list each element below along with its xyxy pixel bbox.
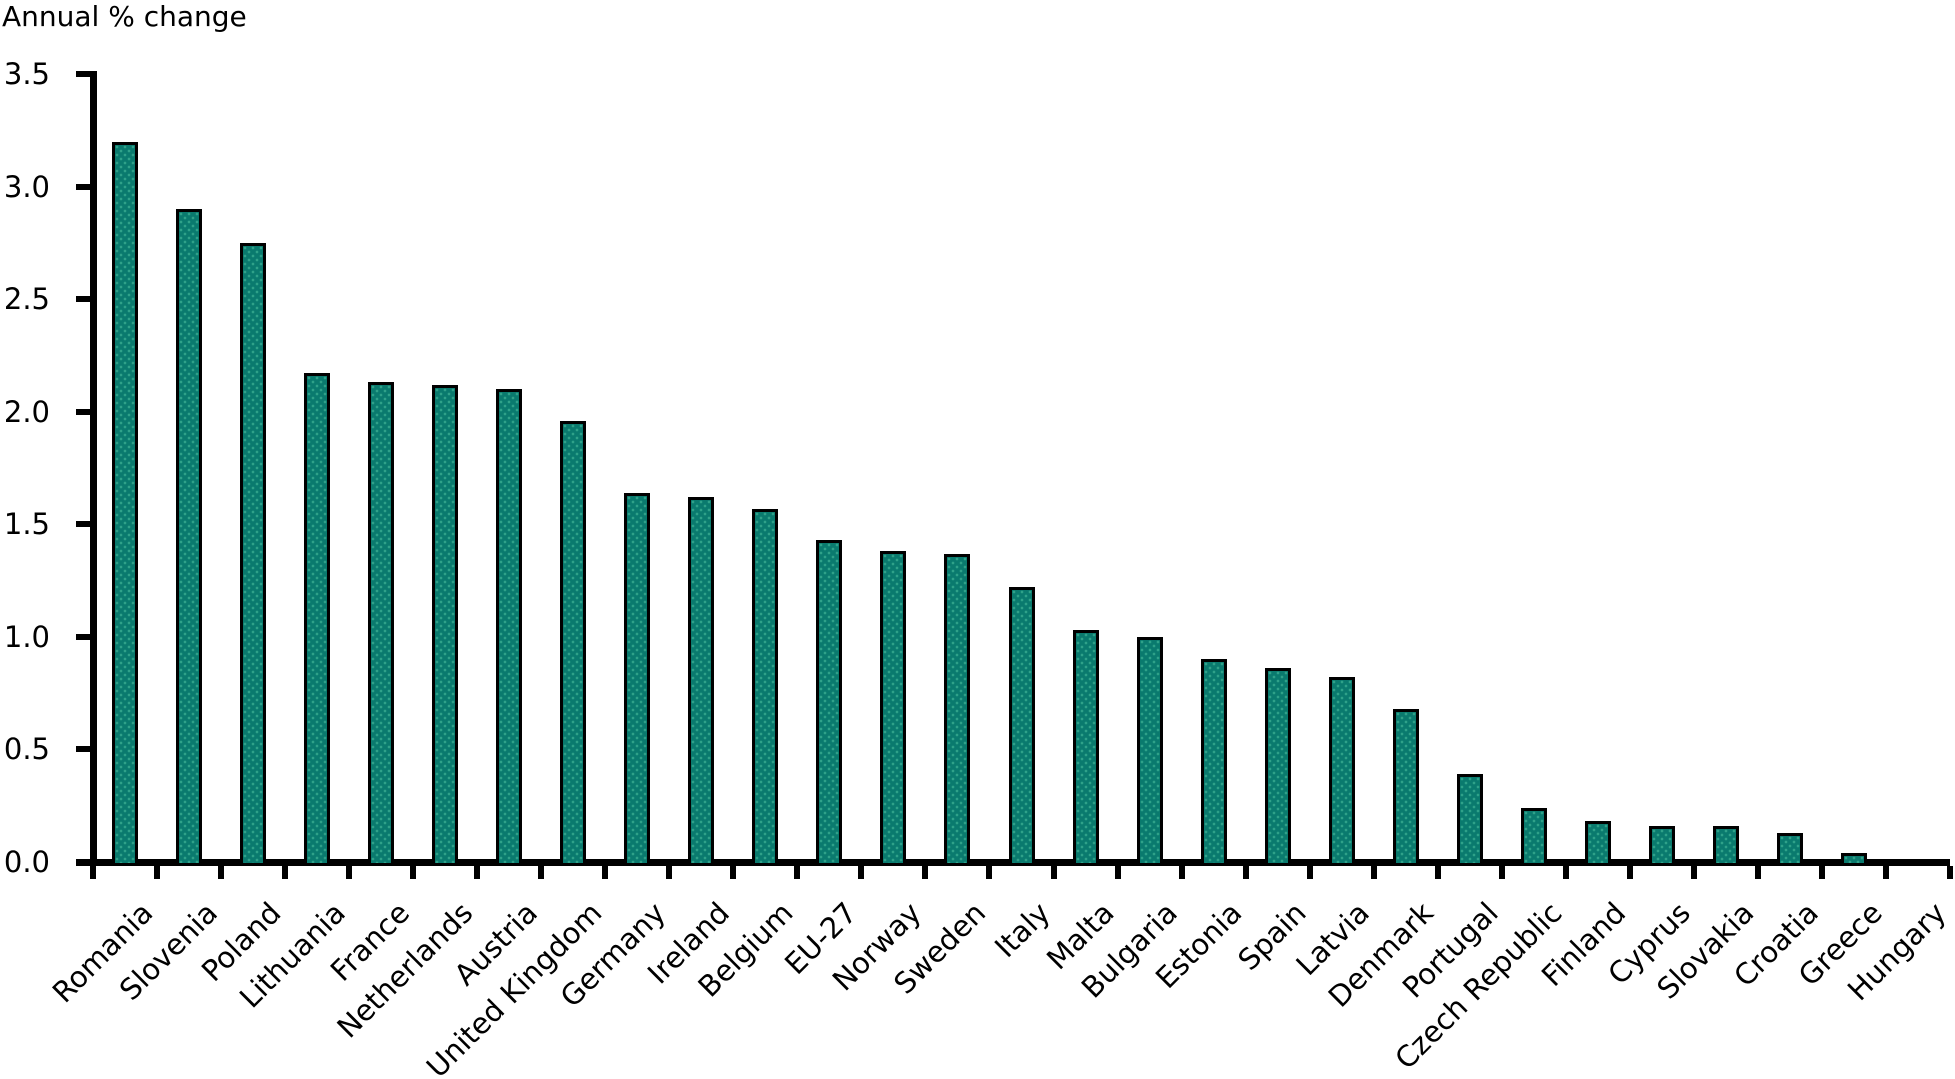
y-tick-label-3.5: 3.5 [3, 57, 50, 91]
x-tick-25 [1690, 866, 1697, 879]
x-tick-10 [730, 866, 737, 879]
x-tick-4 [346, 866, 353, 879]
x-tick-16 [1114, 866, 1121, 879]
x-tick-15 [1050, 866, 1057, 879]
x-tick-6 [474, 866, 481, 879]
x-tick-11 [794, 866, 801, 879]
x-tick-7 [538, 866, 545, 879]
y-axis-line [90, 71, 97, 866]
y-tick-label-1.5: 1.5 [3, 507, 50, 542]
bar-norway [880, 551, 907, 866]
y-tick-3.0 [76, 183, 91, 190]
x-tick-19 [1306, 866, 1313, 879]
x-tick-8 [602, 866, 609, 879]
y-tick-1.0 [76, 633, 91, 640]
bar-sweden [944, 553, 971, 866]
x-tick-22 [1498, 866, 1505, 879]
bar-malta [1072, 630, 1099, 866]
bar-belgium [752, 508, 779, 866]
x-tick-26 [1754, 866, 1761, 879]
bar-cyprus [1648, 825, 1675, 866]
x-tick-24 [1626, 866, 1633, 879]
x-tick-29 [1947, 866, 1953, 879]
x-tick-9 [666, 866, 673, 879]
x-tick-18 [1242, 866, 1249, 879]
bar-romania [112, 141, 139, 866]
y-tick-label-1.0: 1.0 [3, 619, 50, 654]
y-tick-0.5 [76, 746, 91, 753]
x-tick-17 [1178, 866, 1185, 879]
bar-bulgaria [1136, 636, 1163, 866]
y-tick-label-0.0: 0.0 [3, 845, 50, 879]
bar-united-kingdom [560, 420, 587, 866]
bar-estonia [1200, 659, 1227, 866]
bar-lithuania [304, 373, 331, 866]
bar-finland [1584, 821, 1611, 866]
y-tick-2.0 [76, 408, 91, 415]
x-tick-13 [922, 866, 929, 879]
x-tick-14 [986, 866, 993, 879]
x-tick-12 [858, 866, 865, 879]
x-tick-0 [90, 866, 96, 879]
y-tick-label-2.0: 2.0 [3, 394, 50, 429]
x-tick-21 [1434, 866, 1441, 879]
y-tick-1.5 [76, 521, 91, 528]
bar-eu-27 [816, 540, 843, 866]
bar-poland [240, 242, 267, 866]
x-tick-2 [218, 866, 225, 879]
bar-slovakia [1712, 825, 1739, 866]
bar-denmark [1392, 708, 1419, 866]
y-tick-label-3.0: 3.0 [3, 169, 50, 204]
bar-netherlands [432, 384, 459, 866]
y-tick-label-0.5: 0.5 [3, 732, 50, 767]
y-tick-2.5 [76, 296, 91, 303]
bar-italy [1008, 587, 1035, 866]
x-tick-3 [282, 866, 289, 879]
x-tick-1 [154, 866, 161, 879]
bar-croatia [1776, 832, 1803, 866]
bar-germany [624, 492, 651, 866]
bar-latvia [1328, 677, 1355, 866]
y-tick-label-2.5: 2.5 [3, 282, 50, 317]
y-tick-3.5 [76, 71, 91, 77]
x-tick-27 [1818, 866, 1825, 879]
bar-greece [1840, 852, 1867, 866]
bar-austria [496, 389, 523, 866]
x-tick-20 [1370, 866, 1377, 879]
x-tick-5 [410, 866, 417, 879]
x-tick-28 [1882, 866, 1889, 879]
x-tick-23 [1562, 866, 1569, 879]
bar-ireland [688, 497, 715, 866]
bar-portugal [1456, 774, 1483, 866]
bar-france [368, 382, 395, 866]
chart-title: Annual % change [2, 0, 247, 33]
bar-czech-republic [1520, 807, 1547, 866]
bar-slovenia [176, 209, 203, 866]
bar-spain [1264, 668, 1291, 866]
